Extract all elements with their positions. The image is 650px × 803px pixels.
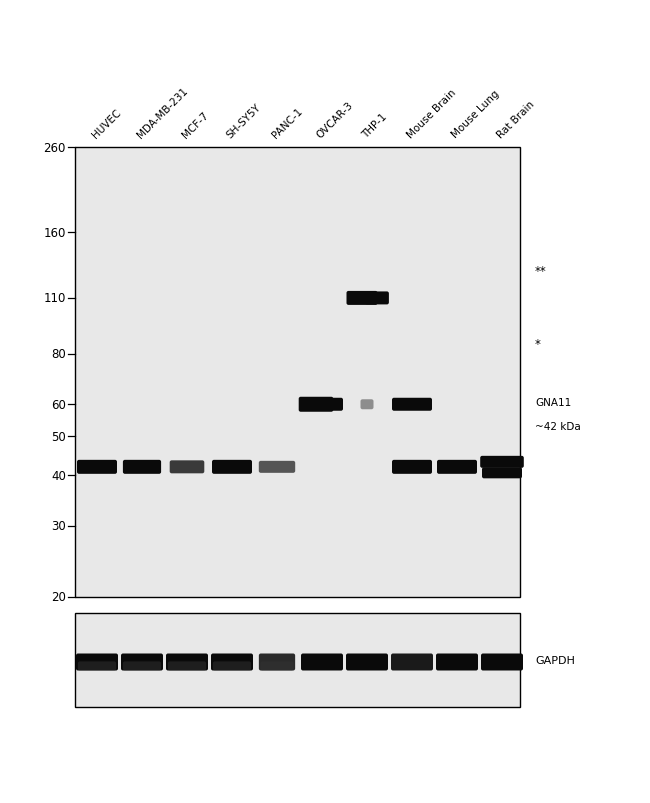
Text: Mouse Brain: Mouse Brain [405, 88, 458, 140]
Text: ~42 kDa: ~42 kDa [535, 422, 580, 431]
Text: SH-SY5Y: SH-SY5Y [225, 102, 263, 140]
Text: 20: 20 [51, 591, 66, 604]
FancyBboxPatch shape [77, 460, 117, 475]
FancyBboxPatch shape [437, 460, 477, 475]
Text: 160: 160 [44, 226, 66, 239]
Text: MCF-7: MCF-7 [180, 110, 210, 140]
FancyBboxPatch shape [123, 662, 161, 671]
FancyBboxPatch shape [170, 461, 204, 474]
Text: OVCAR-3: OVCAR-3 [315, 100, 355, 140]
FancyBboxPatch shape [121, 654, 163, 671]
Text: Rat Brain: Rat Brain [495, 99, 536, 140]
FancyBboxPatch shape [392, 460, 432, 475]
Text: 110: 110 [44, 292, 66, 305]
Text: *: * [535, 338, 541, 351]
Text: HUVEC: HUVEC [90, 107, 123, 140]
FancyBboxPatch shape [259, 654, 295, 671]
Text: MDA-MB-231: MDA-MB-231 [135, 85, 189, 140]
Text: 80: 80 [51, 348, 66, 361]
Text: GNA11: GNA11 [535, 397, 571, 407]
FancyBboxPatch shape [365, 292, 389, 305]
Text: PANC-1: PANC-1 [270, 106, 304, 140]
FancyBboxPatch shape [436, 654, 478, 671]
FancyBboxPatch shape [211, 654, 253, 671]
FancyBboxPatch shape [299, 397, 333, 412]
Text: Mouse Lung: Mouse Lung [450, 88, 501, 140]
FancyBboxPatch shape [78, 662, 116, 671]
FancyBboxPatch shape [321, 398, 343, 411]
FancyBboxPatch shape [123, 460, 161, 475]
FancyBboxPatch shape [482, 468, 522, 479]
FancyBboxPatch shape [480, 456, 524, 468]
FancyBboxPatch shape [481, 654, 523, 671]
Text: GAPDH: GAPDH [535, 655, 575, 665]
FancyBboxPatch shape [76, 654, 118, 671]
FancyBboxPatch shape [168, 662, 206, 671]
FancyBboxPatch shape [301, 654, 343, 671]
FancyBboxPatch shape [346, 291, 378, 305]
FancyBboxPatch shape [361, 400, 374, 410]
FancyBboxPatch shape [346, 654, 388, 671]
Text: **: ** [535, 265, 547, 278]
Text: 50: 50 [51, 430, 66, 443]
Text: 40: 40 [51, 469, 66, 483]
FancyBboxPatch shape [213, 662, 251, 671]
FancyBboxPatch shape [391, 654, 433, 671]
Bar [75, 148, 520, 597]
FancyBboxPatch shape [392, 398, 432, 411]
Text: 30: 30 [51, 520, 66, 532]
Text: THP-1: THP-1 [360, 112, 389, 140]
FancyBboxPatch shape [212, 460, 252, 475]
Text: 60: 60 [51, 398, 66, 411]
Text: 260: 260 [44, 141, 66, 154]
Bar [75, 613, 520, 707]
FancyBboxPatch shape [261, 662, 294, 671]
FancyBboxPatch shape [259, 461, 295, 473]
FancyBboxPatch shape [166, 654, 208, 671]
